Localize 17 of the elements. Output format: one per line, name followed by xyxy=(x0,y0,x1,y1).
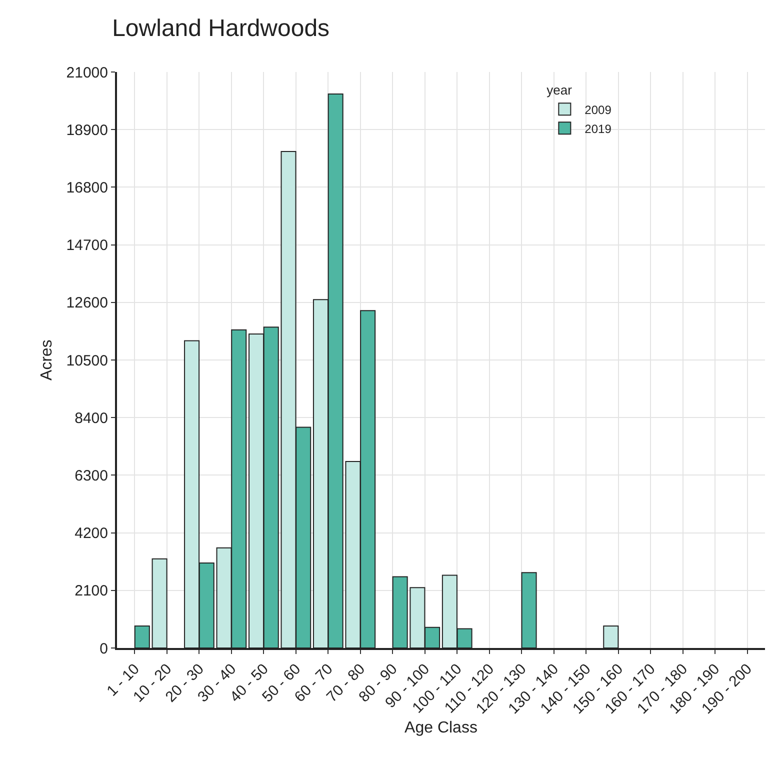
x-axis-title: Age Class xyxy=(404,719,478,736)
y-tick-label: 6300 xyxy=(74,467,108,484)
y-tick-label: 0 xyxy=(100,640,108,658)
legend-label: 2009 xyxy=(584,102,612,117)
legend-title: year xyxy=(546,82,573,98)
y-tick-label: 10500 xyxy=(66,352,108,370)
y-tick-label: 2100 xyxy=(74,582,108,600)
legend-label: 2019 xyxy=(584,122,612,136)
y-tick-label: 12600 xyxy=(66,294,108,312)
chart-title: Lowland Hardwoods xyxy=(112,15,330,42)
y-tick-label: 8400 xyxy=(74,410,108,427)
y-tick-label: 16800 xyxy=(66,179,108,196)
y-axis-title: Acres xyxy=(38,340,56,380)
y-tick-label: 4200 xyxy=(74,525,108,542)
y-tick-label: 21000 xyxy=(66,64,108,82)
y-tick-label: 18900 xyxy=(66,122,108,139)
y-tick-label: 14700 xyxy=(66,237,108,254)
